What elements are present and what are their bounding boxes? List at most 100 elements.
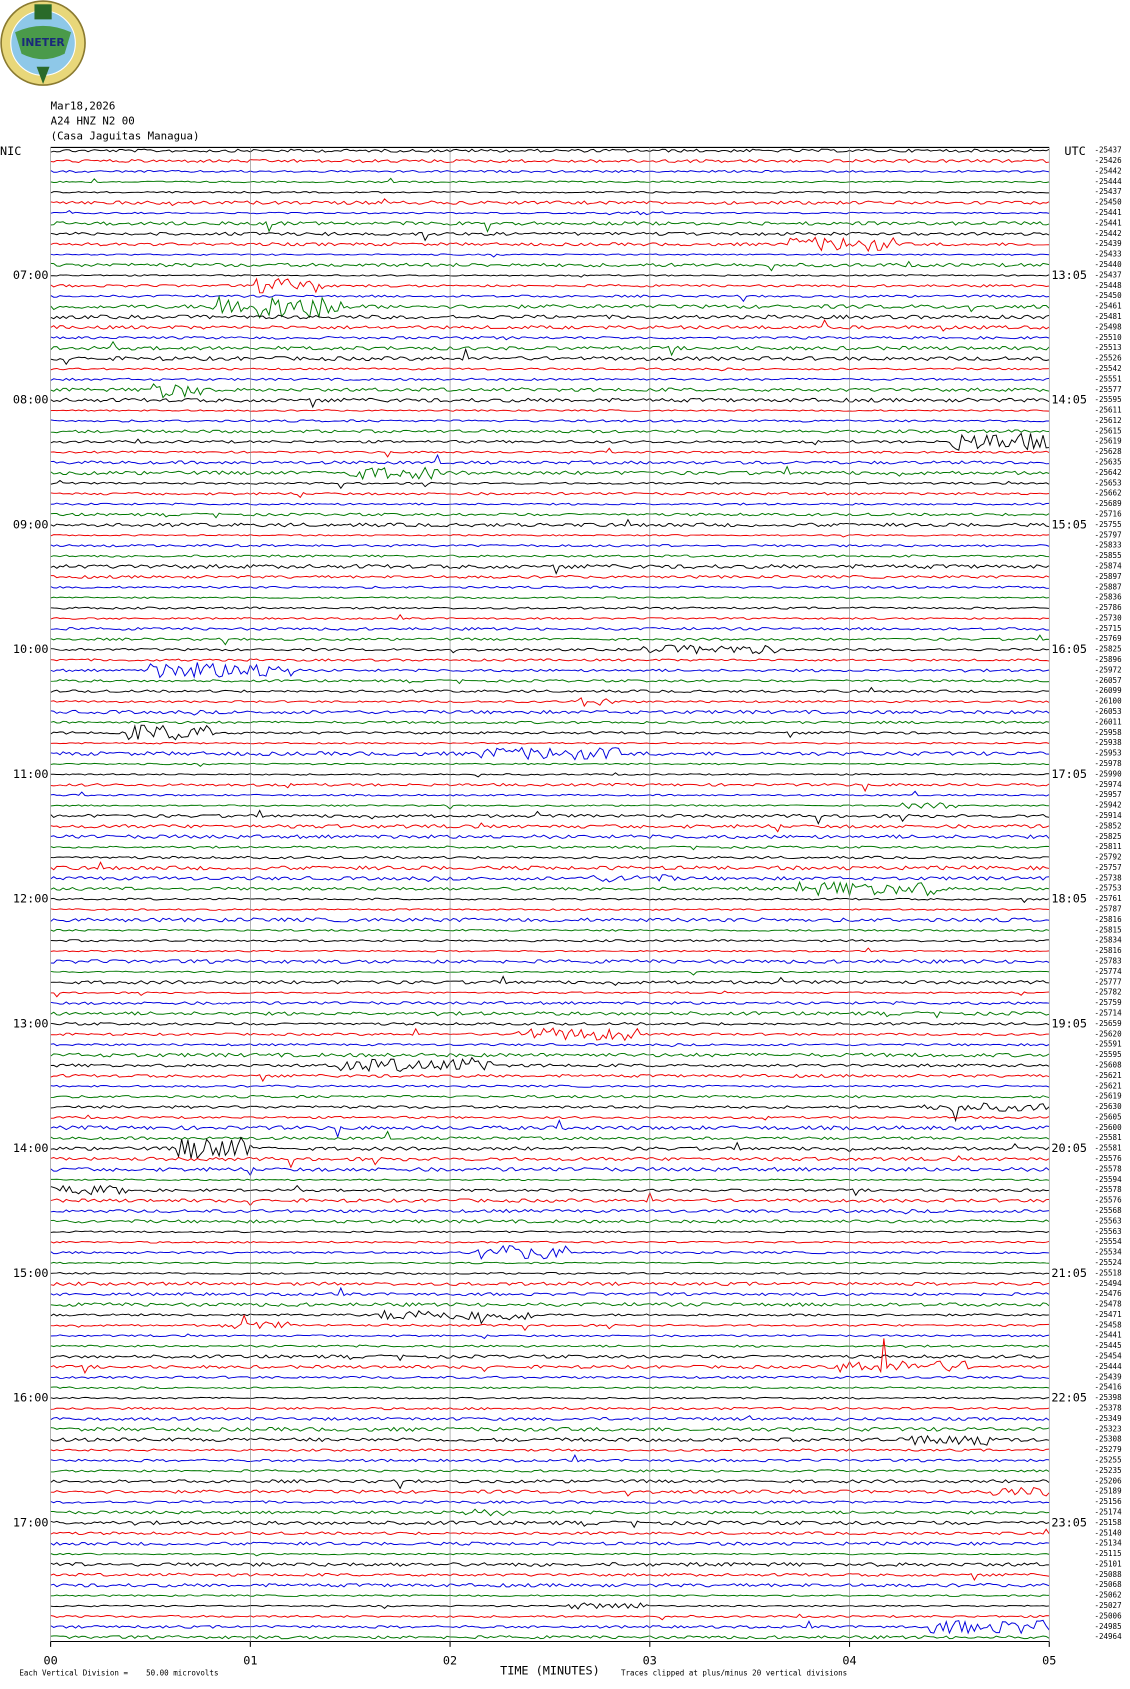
trace [50,1552,1050,1557]
trace [50,1396,1050,1400]
trace [50,198,1050,207]
trace-offset: -25783 [1094,957,1121,966]
trace-offset: -25761 [1094,894,1122,903]
trace [50,1245,1050,1260]
trace-offset: -25494 [1094,1279,1122,1288]
trace-offset: -25437 [1094,146,1121,155]
trace [50,724,1050,741]
trace [50,1022,1050,1026]
trace-offset: -25605 [1094,1112,1121,1121]
trace [50,1094,1050,1099]
trace [50,1281,1050,1287]
trace-offset: -25441 [1094,1331,1122,1340]
trace [50,367,1050,372]
trace [50,1178,1050,1182]
trace [50,177,1050,184]
x-tick-label: 00 [43,1653,57,1667]
trace [50,253,1050,258]
trace [50,742,1050,745]
trace [50,1541,1050,1546]
trace [50,1375,1050,1379]
trace-offset: -25524 [1094,1258,1122,1267]
trace [50,990,1050,998]
trace [50,1084,1050,1088]
trace [50,1479,1050,1490]
trace-offset: -25815 [1094,925,1121,934]
trace-offset: -25782 [1094,988,1121,997]
utc-time-label: 22:05 [1051,1391,1087,1405]
trace [50,1184,1050,1197]
trace [50,1602,1050,1610]
utc-time-label: 17:05 [1051,767,1087,781]
trace [50,294,1050,319]
trace [50,1102,1050,1123]
trace-offset: -25958 [1094,728,1122,737]
trace [50,679,1050,685]
trace [50,1562,1050,1567]
trace-offset: -25792 [1094,853,1121,862]
trace [50,1271,1050,1275]
trace [50,231,1050,242]
trace [50,613,1050,620]
utc-time-label: 19:05 [1051,1016,1087,1030]
trace [50,746,1050,761]
trace [50,1434,1050,1446]
trace-offset: -25978 [1094,759,1122,768]
trace [50,697,1050,708]
trace [50,260,1050,272]
trace-offset: -25323 [1094,1424,1121,1433]
trace-offset: -25759 [1094,998,1122,1007]
x-tick-label: 05 [1042,1653,1056,1667]
trace [50,1119,1050,1139]
trace-offset: -25578 [1094,1185,1122,1194]
trace-offset: -24985 [1094,1622,1121,1631]
trace-offset: -25914 [1094,811,1122,820]
trace [50,491,1050,499]
trace [50,762,1050,767]
trace-offset: -25518 [1094,1268,1122,1277]
trace-offset: -25542 [1094,364,1121,373]
date: Mar18,2026 [51,100,116,113]
trace-offset: -25938 [1094,738,1122,747]
left-label: NIC [0,144,21,158]
trace-offset: -25378 [1094,1404,1122,1413]
trace-offset: -26057 [1094,676,1121,685]
trace [50,709,1050,716]
trace-offset: -25591 [1094,1040,1122,1049]
trace-offset: -25615 [1094,426,1121,435]
trace-offset: -25458 [1094,1320,1122,1329]
trace [50,861,1050,871]
trace [50,190,1050,194]
trace-offset: -25595 [1094,1050,1121,1059]
trace-offset: -25445 [1094,1341,1121,1350]
trace [50,1454,1050,1463]
trace-offset: -25134 [1094,1539,1122,1548]
trace-offset: -25426 [1094,156,1122,165]
trace [50,585,1050,589]
local-time-label: 07:00 [13,268,49,282]
trace [50,1528,1050,1536]
trace [50,662,1050,679]
trace-offset: -25581 [1094,1144,1122,1153]
trace [50,397,1050,409]
trace-offset: -25158 [1094,1518,1122,1527]
trace-offset: -25715 [1094,624,1121,633]
x-tick-label: 04 [842,1653,856,1667]
trace-offset: -25062 [1094,1591,1121,1600]
trace [50,1415,1050,1421]
trace [50,1155,1050,1169]
trace [50,1594,1050,1597]
trace-offset: -25416 [1094,1383,1122,1392]
trace-offset: -25689 [1094,499,1122,508]
logo-text: INETER [21,36,65,49]
trace [50,554,1050,558]
footer-scale: Each Vertical Division = 50.00 microvolt… [19,1668,218,1677]
utc-time-label: 18:05 [1051,892,1087,906]
trace-offset: -24964 [1094,1632,1122,1641]
trace-offset: -25595 [1094,395,1121,404]
trace [50,1582,1050,1588]
trace-offset: -25068 [1094,1580,1122,1589]
trace [50,1240,1050,1244]
trace-offset: -25957 [1094,790,1121,799]
trace [50,880,1050,898]
